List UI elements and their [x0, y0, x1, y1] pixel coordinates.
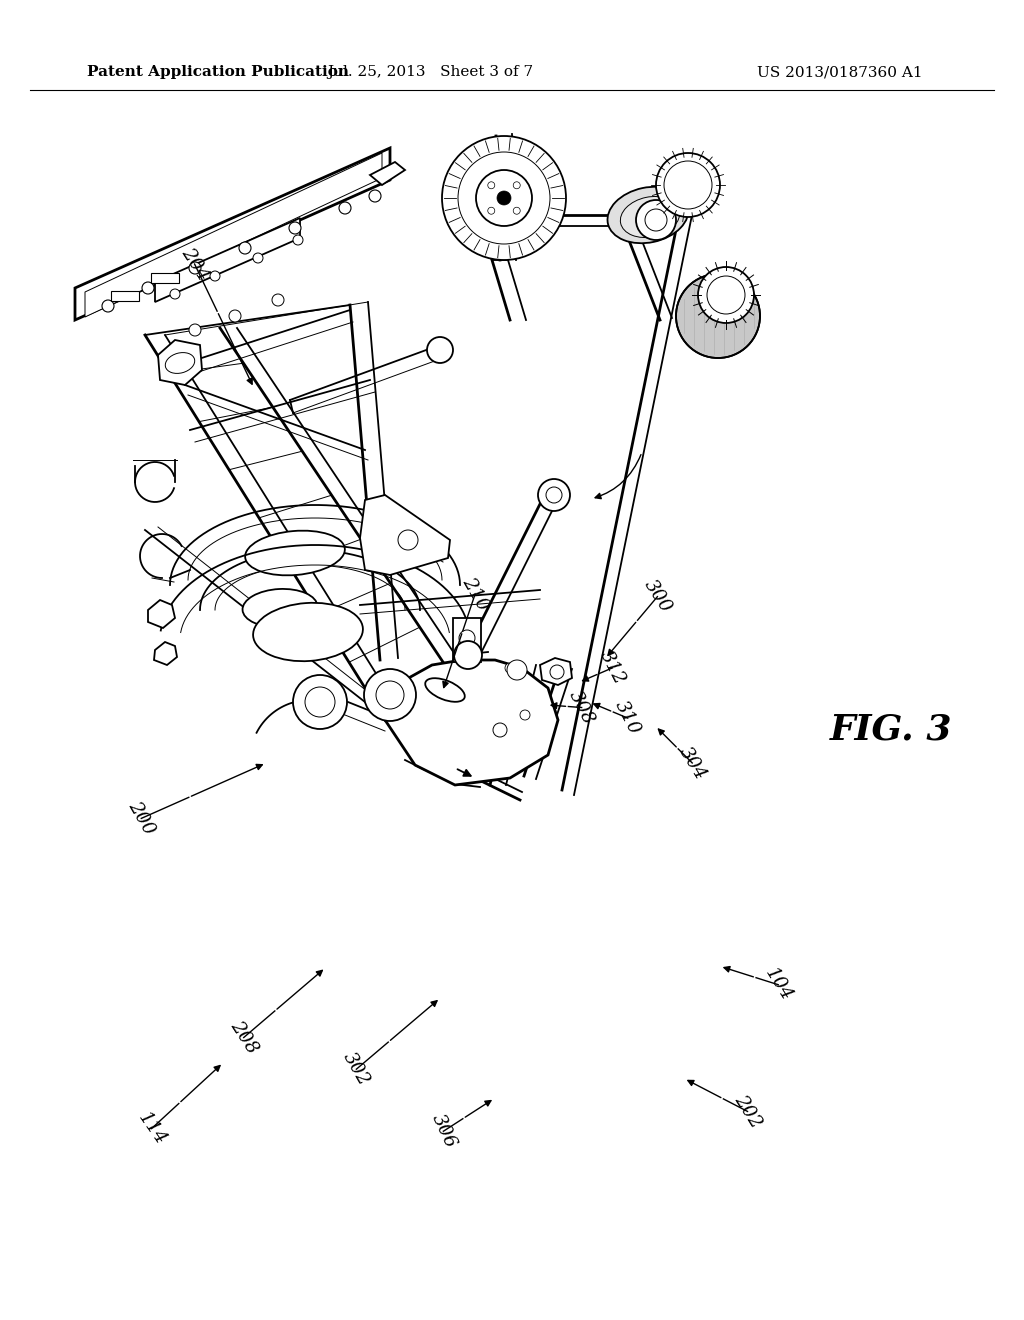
- Text: FIG. 3: FIG. 3: [830, 713, 952, 747]
- Bar: [151, 273, 179, 282]
- Polygon shape: [382, 660, 558, 785]
- Circle shape: [170, 289, 180, 300]
- Circle shape: [289, 222, 301, 234]
- Circle shape: [476, 170, 532, 226]
- Circle shape: [513, 182, 520, 189]
- Polygon shape: [360, 495, 450, 576]
- Text: 204: 204: [177, 244, 212, 284]
- Circle shape: [369, 190, 381, 202]
- Ellipse shape: [253, 603, 362, 661]
- Circle shape: [142, 282, 154, 294]
- Ellipse shape: [245, 531, 345, 576]
- Circle shape: [636, 201, 676, 240]
- Ellipse shape: [621, 197, 680, 238]
- Circle shape: [546, 487, 562, 503]
- Circle shape: [470, 653, 480, 663]
- Polygon shape: [158, 341, 202, 385]
- Text: 300: 300: [640, 577, 675, 616]
- Circle shape: [656, 153, 720, 216]
- Text: 308: 308: [565, 688, 598, 727]
- Circle shape: [513, 207, 520, 214]
- Ellipse shape: [165, 352, 195, 374]
- Circle shape: [102, 300, 114, 312]
- Bar: [111, 290, 139, 301]
- Circle shape: [376, 681, 404, 709]
- Circle shape: [189, 261, 201, 275]
- Circle shape: [253, 253, 263, 263]
- Circle shape: [210, 271, 220, 281]
- Circle shape: [459, 630, 475, 645]
- Text: 114: 114: [134, 1109, 169, 1148]
- Circle shape: [497, 191, 511, 205]
- Text: 200: 200: [125, 799, 158, 838]
- Circle shape: [272, 294, 284, 306]
- Circle shape: [454, 642, 482, 669]
- Text: 310: 310: [611, 698, 644, 738]
- Circle shape: [538, 479, 570, 511]
- Circle shape: [676, 275, 760, 358]
- Circle shape: [520, 710, 530, 719]
- Text: 304: 304: [675, 743, 710, 783]
- Circle shape: [550, 665, 564, 678]
- Polygon shape: [155, 218, 300, 302]
- Circle shape: [487, 207, 495, 214]
- Polygon shape: [154, 642, 177, 665]
- Circle shape: [664, 161, 712, 209]
- Circle shape: [305, 686, 335, 717]
- Circle shape: [229, 310, 241, 322]
- Text: Jul. 25, 2013   Sheet 3 of 7: Jul. 25, 2013 Sheet 3 of 7: [327, 65, 534, 79]
- Polygon shape: [75, 148, 390, 319]
- Text: 104: 104: [761, 965, 796, 1005]
- Circle shape: [707, 276, 745, 314]
- Circle shape: [293, 675, 347, 729]
- Circle shape: [505, 663, 515, 673]
- Circle shape: [507, 660, 527, 680]
- Text: 306: 306: [428, 1111, 459, 1151]
- Circle shape: [339, 202, 351, 214]
- Circle shape: [364, 669, 416, 721]
- Polygon shape: [148, 601, 175, 628]
- Text: 312: 312: [596, 648, 629, 688]
- Circle shape: [442, 136, 566, 260]
- Bar: [453, 618, 481, 663]
- Polygon shape: [540, 657, 572, 685]
- Text: Patent Application Publication: Patent Application Publication: [87, 65, 349, 79]
- Circle shape: [458, 152, 550, 244]
- Ellipse shape: [607, 187, 688, 243]
- Text: 210: 210: [459, 574, 492, 614]
- Circle shape: [493, 723, 507, 737]
- Circle shape: [398, 531, 418, 550]
- Circle shape: [293, 235, 303, 246]
- Text: 302: 302: [340, 1049, 373, 1089]
- Text: US 2013/0187360 A1: US 2013/0187360 A1: [757, 65, 923, 79]
- Polygon shape: [85, 153, 382, 317]
- Polygon shape: [370, 162, 406, 185]
- Circle shape: [645, 209, 667, 231]
- Text: 208: 208: [226, 1018, 261, 1057]
- Ellipse shape: [243, 589, 317, 627]
- Text: 202: 202: [730, 1092, 765, 1131]
- Circle shape: [487, 182, 495, 189]
- Circle shape: [427, 337, 453, 363]
- Circle shape: [189, 323, 201, 337]
- Ellipse shape: [425, 678, 465, 702]
- Circle shape: [239, 242, 251, 253]
- Circle shape: [698, 267, 754, 323]
